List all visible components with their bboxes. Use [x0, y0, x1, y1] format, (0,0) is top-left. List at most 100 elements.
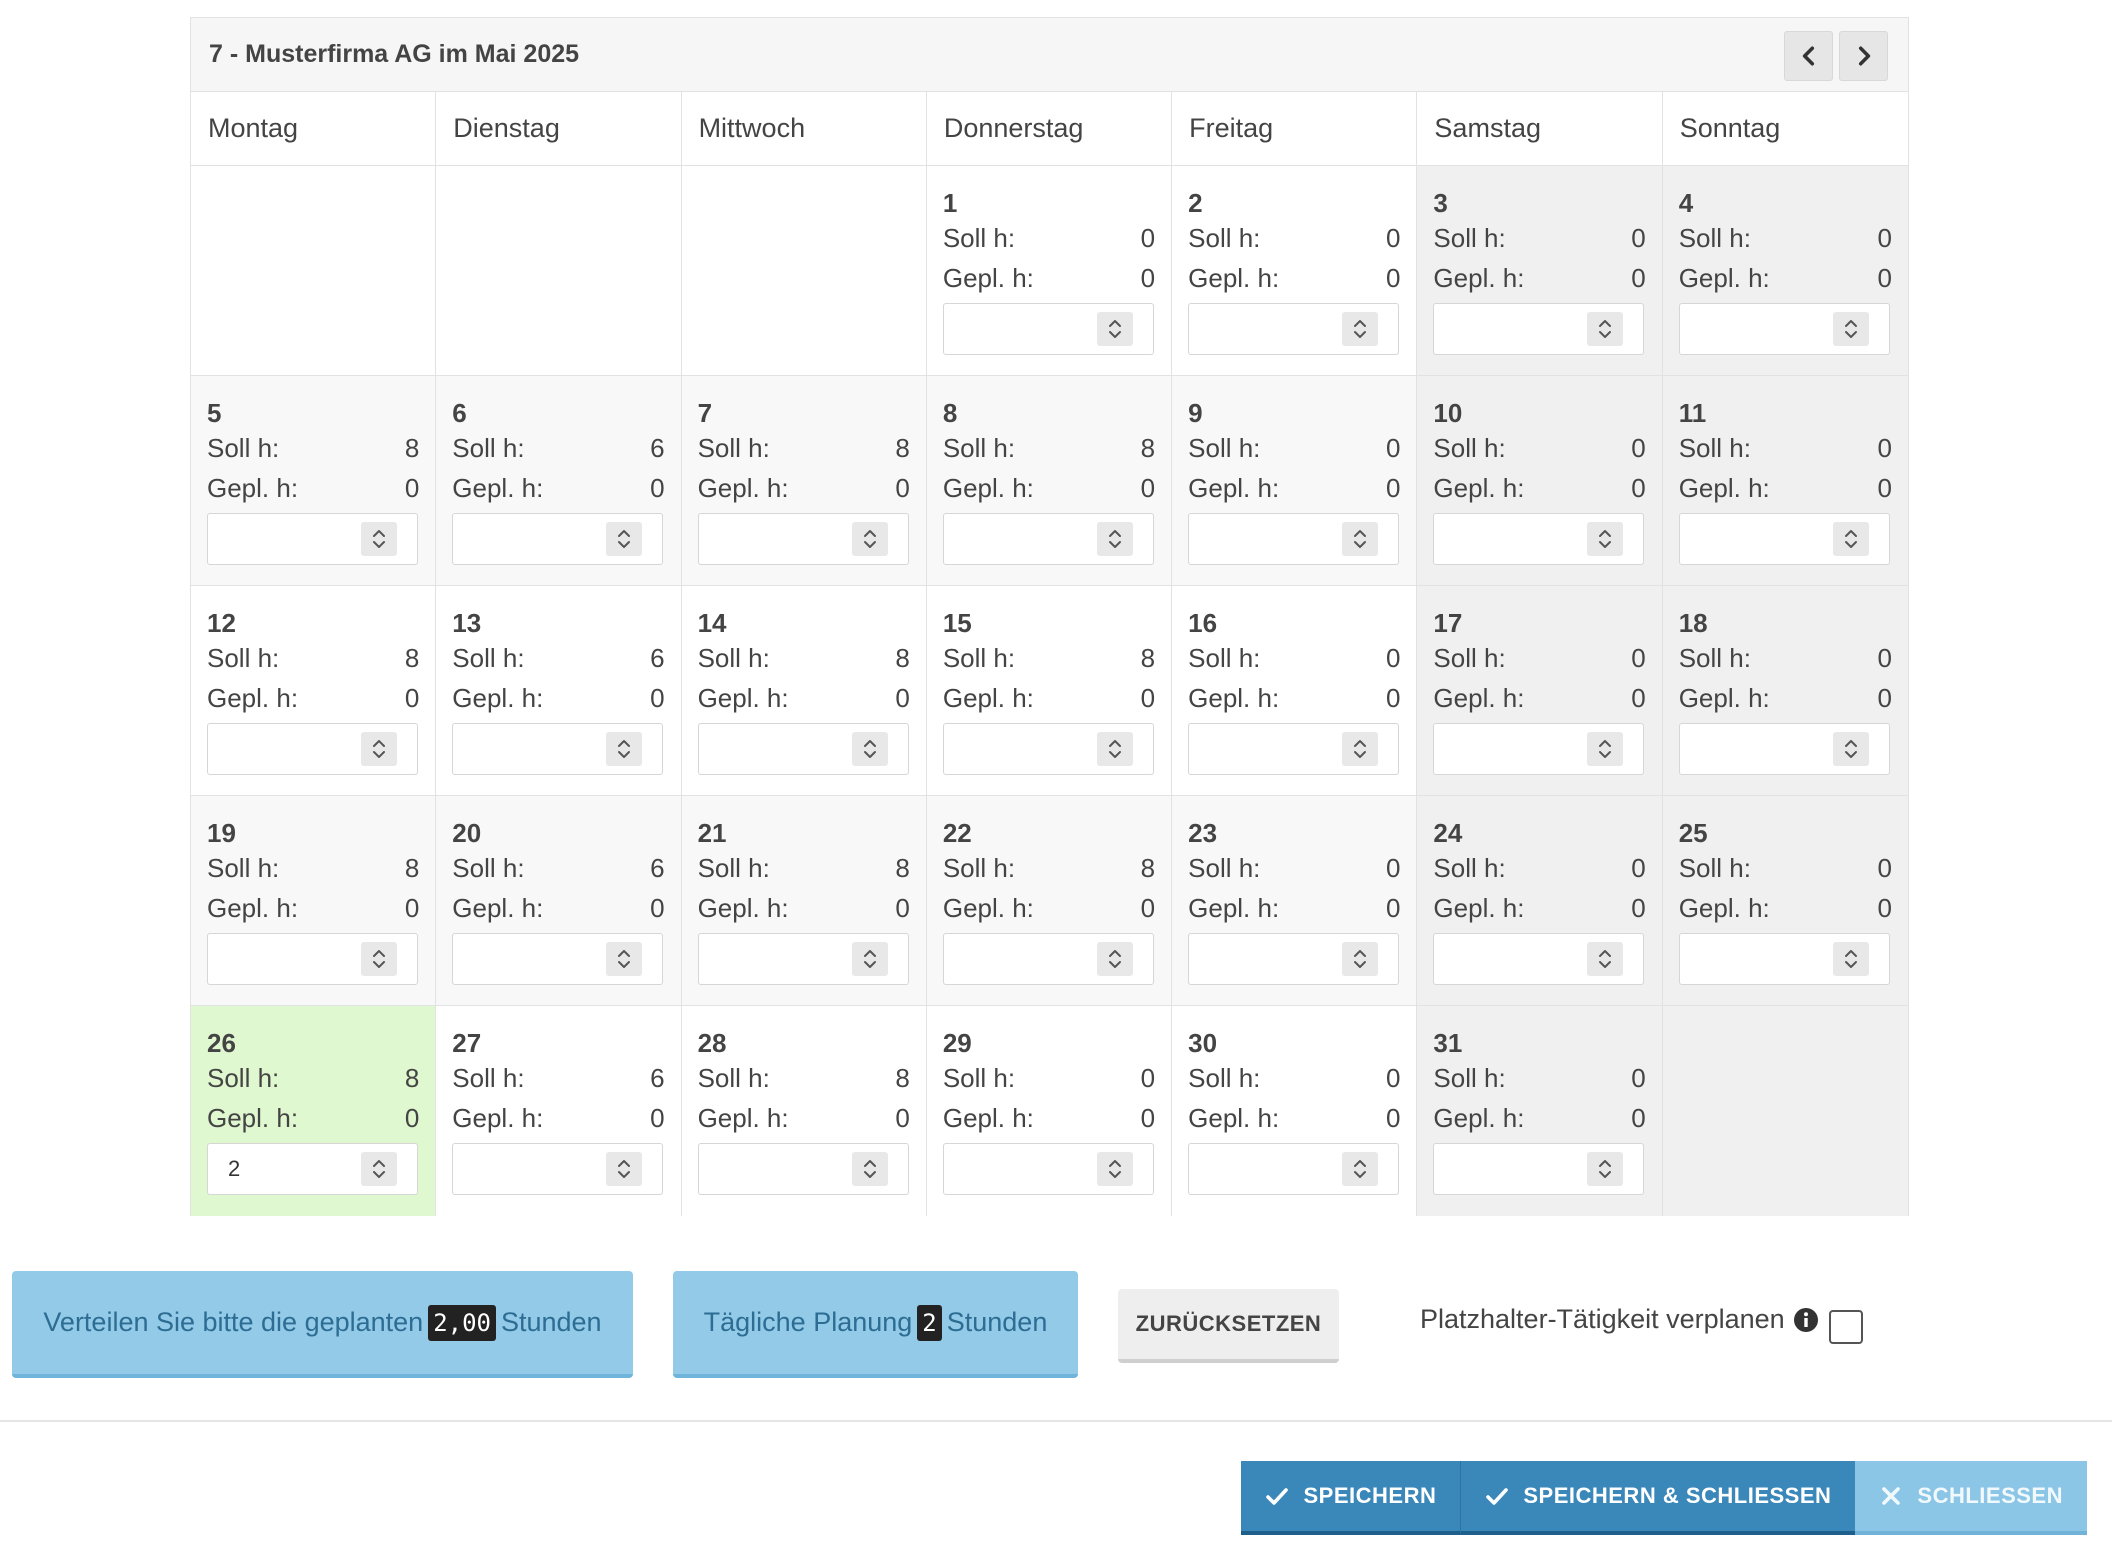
- placeholder-activity-checkbox[interactable]: [1829, 1310, 1863, 1344]
- spinner-icon[interactable]: [1096, 522, 1133, 556]
- hours-input[interactable]: [1433, 303, 1645, 355]
- close-button[interactable]: SCHLIESSEN: [1855, 1461, 2087, 1535]
- hours-input[interactable]: [1678, 303, 1890, 355]
- planned-hours-label: Gepl. h:: [1433, 893, 1525, 923]
- spinner-icon[interactable]: [606, 1152, 643, 1186]
- spinner-icon[interactable]: [1342, 1152, 1379, 1186]
- spinner-icon[interactable]: [1342, 522, 1379, 556]
- day-cell: 27 Soll h: 6 Gepl. h: 0: [436, 1006, 682, 1216]
- hours-input[interactable]: [452, 933, 664, 985]
- hours-input[interactable]: [697, 1143, 909, 1195]
- target-hours-row: Soll h: 8: [207, 1058, 419, 1098]
- spinner-icon[interactable]: [1096, 1152, 1133, 1186]
- spinner-icon[interactable]: [1832, 732, 1869, 766]
- spinner-icon[interactable]: [1096, 312, 1133, 346]
- hours-input[interactable]: [1678, 723, 1890, 775]
- spinner-icon[interactable]: [1587, 942, 1624, 976]
- spinner-icon[interactable]: [361, 522, 397, 556]
- spinner-icon[interactable]: [361, 1152, 397, 1186]
- hours-input[interactable]: [942, 303, 1154, 355]
- spinner-icon[interactable]: [851, 942, 888, 976]
- weekday-header: Montag: [191, 92, 437, 166]
- planned-hours-label: Gepl. h:: [452, 893, 544, 923]
- daily-planning-button[interactable]: Tägliche Planung 2 Stunden: [673, 1271, 1078, 1378]
- planned-hours-value: 0: [895, 1103, 910, 1133]
- planned-hours-row: Gepl. h: 0: [207, 888, 419, 928]
- target-hours-label: Soll h:: [697, 853, 770, 883]
- hours-input[interactable]: [1188, 723, 1400, 775]
- save-and-close-label: SPEICHERN & SCHLIESSEN: [1523, 1483, 1832, 1508]
- spinner-icon[interactable]: [1587, 522, 1624, 556]
- spinner-icon[interactable]: [361, 732, 397, 766]
- hours-input[interactable]: [1188, 513, 1400, 565]
- spinner-icon[interactable]: [606, 942, 643, 976]
- spinner-icon[interactable]: [1096, 942, 1133, 976]
- planned-hours-value: 0: [1385, 473, 1401, 503]
- spinner-icon[interactable]: [851, 522, 888, 556]
- hours-input[interactable]: [697, 513, 909, 565]
- spinner-icon[interactable]: [1587, 732, 1624, 766]
- hours-input[interactable]: [207, 933, 418, 985]
- spinner-icon[interactable]: [1342, 942, 1379, 976]
- spinner-icon[interactable]: [1587, 312, 1624, 346]
- hours-input[interactable]: [207, 513, 418, 565]
- planned-hours-label: Gepl. h:: [697, 893, 789, 923]
- spinner-icon[interactable]: [1832, 312, 1869, 346]
- spinner-icon[interactable]: [361, 942, 397, 976]
- hours-input[interactable]: [942, 723, 1154, 775]
- hours-input[interactable]: [1433, 1143, 1645, 1195]
- hours-input[interactable]: [1678, 513, 1890, 565]
- hours-input[interactable]: [942, 1143, 1154, 1195]
- planned-hours-value: 0: [895, 683, 910, 713]
- hours-input[interactable]: [207, 723, 418, 775]
- day-number: 5: [207, 398, 222, 428]
- reset-button[interactable]: ZURÜCKSETZEN: [1118, 1289, 1339, 1363]
- target-hours-label: Soll h:: [207, 853, 280, 883]
- spinner-icon[interactable]: [606, 522, 643, 556]
- hours-input[interactable]: [942, 933, 1154, 985]
- hours-input[interactable]: 2: [207, 1143, 418, 1195]
- hours-input[interactable]: [1433, 933, 1645, 985]
- spinner-icon[interactable]: [1096, 732, 1133, 766]
- hours-input[interactable]: [1433, 723, 1645, 775]
- spinner-icon[interactable]: [1342, 312, 1379, 346]
- planned-hours-row: Gepl. h: 0: [943, 468, 1155, 508]
- planned-hours-label: Gepl. h:: [942, 473, 1034, 503]
- next-month-button[interactable]: [1839, 31, 1888, 81]
- previous-month-button[interactable]: [1784, 31, 1833, 81]
- spinner-icon[interactable]: [1832, 522, 1869, 556]
- save-button[interactable]: SPEICHERN: [1241, 1461, 1461, 1535]
- spinner-icon[interactable]: [1342, 732, 1379, 766]
- spinner-icon[interactable]: [1832, 942, 1869, 976]
- target-hours-row: Soll h: 0: [1433, 428, 1645, 468]
- planned-hours-row: Gepl. h: 0: [1188, 258, 1400, 298]
- planned-hours-row: Gepl. h: 0: [698, 678, 910, 718]
- target-hours-value: 0: [1877, 223, 1892, 253]
- hours-input[interactable]: [452, 723, 664, 775]
- spinner-icon[interactable]: [851, 732, 888, 766]
- hours-input[interactable]: [942, 513, 1154, 565]
- hours-input[interactable]: [1188, 1143, 1400, 1195]
- spinner-icon[interactable]: [606, 732, 643, 766]
- target-hours-value: 0: [1385, 223, 1401, 253]
- hours-input[interactable]: [697, 723, 909, 775]
- hours-input[interactable]: [1433, 513, 1645, 565]
- calendar-header: 7 - Musterfirma AG im Mai 2025: [191, 18, 1908, 92]
- hours-input[interactable]: [452, 513, 664, 565]
- chevron-right-icon: [1858, 46, 1870, 66]
- target-hours-label: Soll h:: [1678, 643, 1751, 673]
- info-circle-icon[interactable]: [1793, 1307, 1819, 1333]
- planned-hours-row: Gepl. h: 0: [943, 678, 1155, 718]
- hours-input[interactable]: [697, 933, 909, 985]
- planned-hours-label: Gepl. h:: [1433, 473, 1525, 503]
- day-number: 12: [207, 608, 236, 638]
- day-cell: 9 Soll h: 0 Gepl. h: 0: [1172, 376, 1418, 586]
- hours-input[interactable]: [1188, 933, 1400, 985]
- spinner-icon[interactable]: [851, 1152, 888, 1186]
- save-and-close-button[interactable]: SPEICHERN & SCHLIESSEN: [1460, 1461, 1856, 1535]
- hours-input[interactable]: [1188, 303, 1400, 355]
- distribute-hours-button[interactable]: Verteilen Sie bitte die geplanten 2,00 S…: [12, 1271, 633, 1378]
- spinner-icon[interactable]: [1587, 1152, 1624, 1186]
- hours-input[interactable]: [452, 1143, 664, 1195]
- hours-input[interactable]: [1678, 933, 1890, 985]
